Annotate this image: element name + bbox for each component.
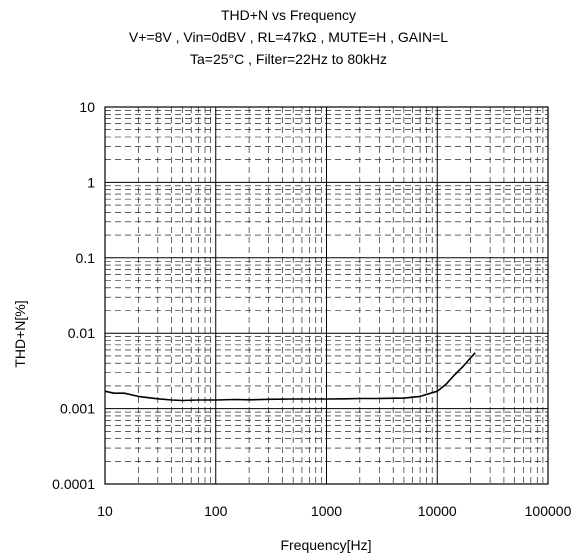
- x-tick-label: 100: [204, 503, 228, 519]
- x-tick-label: 10000: [418, 503, 457, 519]
- chart-subtitle-line-2: Ta=25°C , Filter=22Hz to 80kHz: [189, 51, 388, 67]
- y-tick-label: 0.01: [68, 325, 95, 341]
- series-line-0: [104, 352, 476, 402]
- chart-title: THD+N vs Frequency: [221, 7, 356, 23]
- chart-subtitle-line-1: V+=8V , Vin=0dBV , RL=47kΩ , MUTE=H , GA…: [128, 29, 449, 45]
- plot-border: [104, 106, 549, 485]
- y-tick-label: 1: [87, 174, 95, 190]
- y-tick-label: 0.0001: [52, 476, 95, 492]
- chart-title-block: THD+N vs Frequency V+=8V , Vin=0dBV , RL…: [0, 4, 577, 70]
- y-tick-label: 10: [79, 99, 95, 115]
- x-tick-label: 10: [97, 503, 113, 519]
- grid: [105, 107, 548, 484]
- x-tick-label: 1000: [311, 503, 342, 519]
- y-tick-label: 0.001: [60, 401, 95, 417]
- plot-frame: [104, 106, 549, 485]
- x-axis-label: Frequency[Hz]: [280, 537, 371, 553]
- y-tick-labels: 0.0001 0.001 0.01 0.1 1 10: [52, 99, 95, 492]
- y-axis-label: THD+N[%]: [12, 300, 28, 367]
- x-tick-labels: 10 100 1000 10000 100000: [97, 503, 571, 519]
- y-tick-label: 0.1: [76, 250, 96, 266]
- series-layer: [104, 352, 476, 402]
- x-tick-label: 100000: [525, 503, 572, 519]
